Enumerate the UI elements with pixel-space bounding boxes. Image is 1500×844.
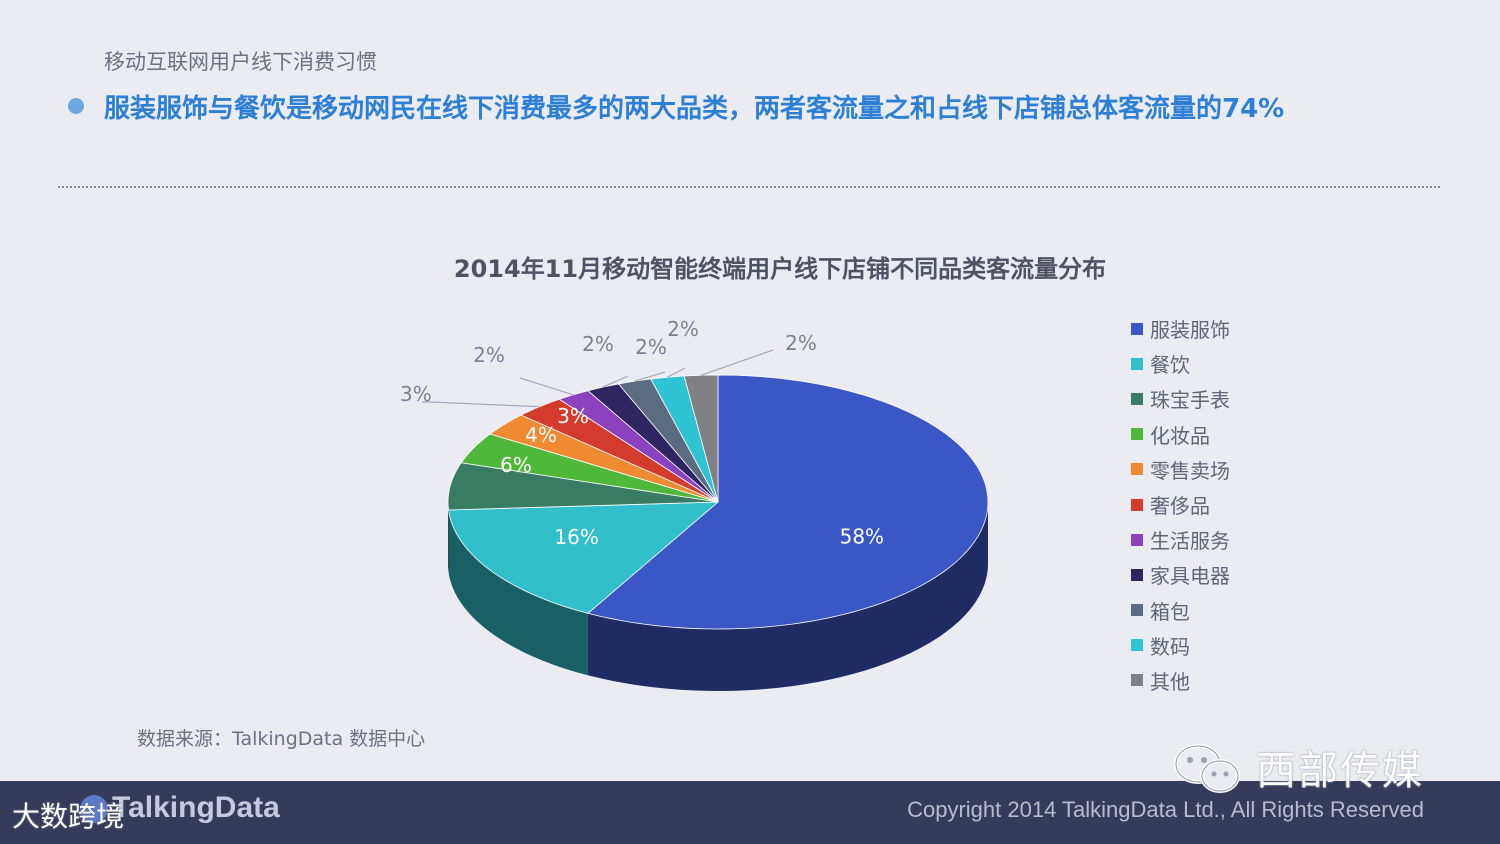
legend-item: 生活服务 (1131, 522, 1230, 557)
legend-swatch (1131, 322, 1143, 335)
legend-item: 珠宝手表 (1131, 381, 1230, 416)
legend-label: 珠宝手表 (1150, 388, 1230, 413)
leader-line-7 (602, 375, 629, 388)
pie-sides (448, 502, 988, 691)
legend-item: 零售卖场 (1131, 452, 1230, 487)
slice-label-10: 2% (785, 331, 817, 355)
legend-item: 化妆品 (1131, 417, 1230, 452)
legend-swatch (1131, 639, 1143, 652)
legend-swatch (1131, 357, 1143, 370)
data-source: 数据来源：TalkingData 数据中心 (137, 728, 426, 750)
bullet-dot (68, 98, 84, 114)
wechat-icon (1174, 744, 1240, 793)
footer-copyright: Copyright 2014 TalkingData Ltd., All Rig… (907, 797, 1424, 822)
watermark-account: 西部传媒 (1256, 748, 1424, 794)
slice-label-3: 4% (525, 423, 557, 447)
legend-label: 箱包 (1150, 599, 1190, 624)
pie-side-0 (587, 502, 988, 691)
slice-label-0: 58% (840, 524, 884, 548)
pie-side-2 (448, 502, 449, 572)
chart-legend: 服装服饰餐饮珠宝手表化妆品零售卖场奢侈品生活服务家具电器箱包数码其他 (1131, 311, 1230, 698)
legend-label: 服装服饰 (1150, 318, 1230, 343)
watermark-site: 大数跨境 (12, 800, 125, 833)
legend-label: 奢侈品 (1150, 494, 1210, 519)
footer-bar: TalkingData Copyright 2014 TalkingData L… (0, 781, 1500, 844)
legend-swatch (1131, 604, 1143, 617)
legend-item: 箱包 (1131, 593, 1230, 628)
slice-label-5: 3% (400, 382, 432, 406)
legend-label: 化妆品 (1150, 423, 1210, 448)
legend-swatch (1131, 498, 1143, 511)
pie-top (447, 374, 989, 630)
pie-slice-4 (489, 414, 719, 503)
dotted-divider (58, 186, 1440, 188)
legend-item: 家具电器 (1131, 557, 1230, 592)
pie-slice-1 (448, 501, 720, 614)
leader-line-10 (700, 349, 774, 376)
legend-swatch (1131, 674, 1143, 687)
legend-swatch (1131, 463, 1143, 476)
slice-label-8: 2% (635, 335, 667, 359)
legend-item: 奢侈品 (1131, 487, 1230, 522)
legend-label: 数码 (1150, 634, 1190, 659)
legend-label: 生活服务 (1150, 529, 1230, 554)
legend-swatch (1131, 533, 1143, 546)
pie-slice-0 (587, 374, 989, 630)
slice-label-7: 2% (582, 332, 614, 356)
pie-side-1 (448, 509, 588, 676)
legend-label: 餐饮 (1150, 353, 1190, 378)
legend-item: 服装服饰 (1131, 311, 1230, 346)
legend-item: 数码 (1131, 628, 1230, 663)
talkingdata-logo-icon (80, 795, 108, 823)
pie-labels: 58%16%6%4%3%3%2% 2% 2%2%2% (400, 317, 884, 549)
headline: 服装服饰与餐饮是移动网民在线下消费最多的两大品类，两者客流量之和占线下店铺总体客… (104, 94, 1285, 124)
legend-label: 其他 (1150, 669, 1190, 694)
pie-slice-2 (447, 462, 719, 511)
slice-label-9: 2% (667, 317, 699, 341)
wechat-watermark: 西部传媒 (1168, 734, 1458, 798)
legend-swatch (1131, 568, 1143, 581)
pie-slice-5 (520, 398, 719, 503)
chart-title: 2014年11月移动智能终端用户线下店铺不同品类客流量分布 (453, 255, 1107, 283)
legend-label: 零售卖场 (1150, 458, 1230, 483)
leader-line-8 (634, 371, 666, 382)
slice-label-6: 2% (473, 343, 505, 367)
leader-line-9 (667, 367, 686, 378)
page-subtitle: 移动互联网用户线下消费习惯 (104, 50, 377, 74)
legend-label: 家具电器 (1150, 564, 1230, 589)
leader-line-6 (519, 377, 574, 396)
legend-swatch (1131, 428, 1143, 441)
footer-logo: TalkingData (112, 791, 280, 824)
legend-item: 其他 (1131, 663, 1230, 698)
legend-item: 餐饮 (1131, 346, 1230, 381)
leader-line-5 (422, 401, 540, 408)
legend-swatch (1131, 392, 1143, 405)
slice-label-2: 6% (500, 453, 532, 477)
slice-label-1: 16% (554, 525, 598, 549)
slice-label-4: 3% (557, 404, 589, 428)
pie-slice-3 (460, 433, 719, 503)
